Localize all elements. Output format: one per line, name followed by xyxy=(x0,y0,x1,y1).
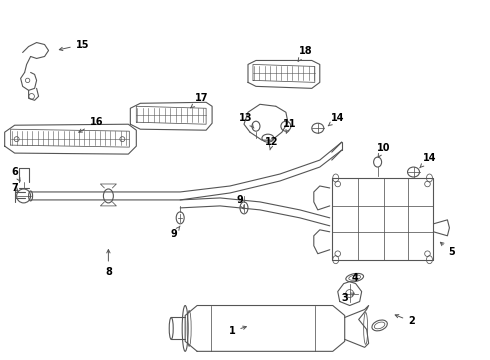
Text: 13: 13 xyxy=(239,113,254,128)
Text: 5: 5 xyxy=(441,242,455,257)
Text: 10: 10 xyxy=(377,143,391,157)
Text: 6: 6 xyxy=(11,167,20,181)
Text: 15: 15 xyxy=(59,40,89,50)
Text: 4: 4 xyxy=(351,273,358,283)
Text: 14: 14 xyxy=(328,113,344,126)
Text: 9: 9 xyxy=(237,195,244,209)
Text: 7: 7 xyxy=(11,183,18,193)
Text: 3: 3 xyxy=(342,293,354,302)
Text: 12: 12 xyxy=(265,137,279,150)
Text: 14: 14 xyxy=(420,153,436,168)
Text: 9: 9 xyxy=(171,226,180,239)
Text: 2: 2 xyxy=(395,315,415,327)
Text: 18: 18 xyxy=(298,45,313,61)
Text: 8: 8 xyxy=(105,249,112,276)
Text: 1: 1 xyxy=(229,326,246,336)
Text: 17: 17 xyxy=(191,93,209,108)
Text: 16: 16 xyxy=(79,117,103,132)
Text: 11: 11 xyxy=(283,119,296,133)
